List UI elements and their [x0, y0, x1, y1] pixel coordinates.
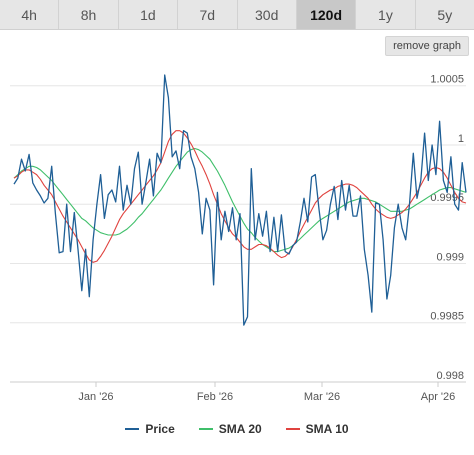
price-line — [13, 74, 467, 326]
legend-label-price: Price — [145, 422, 175, 436]
y-tick-label-5: 0.998 — [436, 370, 464, 382]
timeframe-tabs: 4h 8h 1d 7d 30d 120d 1y 5y — [0, 0, 474, 30]
legend-swatch-price — [125, 428, 140, 430]
tab-120d[interactable]: 120d — [296, 0, 357, 29]
tab-30d[interactable]: 30d — [238, 0, 297, 29]
tab-1d[interactable]: 1d — [119, 0, 179, 29]
tab-7d[interactable]: 7d — [178, 0, 238, 29]
legend-item-sma10[interactable]: SMA 10 — [285, 422, 349, 436]
y-tick-label-1: 1 — [458, 133, 464, 145]
tab-1y[interactable]: 1y — [356, 0, 416, 29]
chart-legend: Price SMA 20 SMA 10 — [0, 420, 474, 438]
sma10-line — [13, 130, 467, 263]
legend-swatch-sma10 — [285, 428, 300, 430]
legend-label-sma20: SMA 20 — [218, 422, 262, 436]
legend-item-price[interactable]: Price — [125, 422, 175, 436]
legend-swatch-sma20 — [198, 428, 213, 430]
tab-4h[interactable]: 4h — [0, 0, 60, 29]
x-tick-label-2: Mar '26 — [304, 391, 340, 403]
y-tick-label-2: 0.9995 — [430, 192, 464, 204]
y-tick-label-4: 0.9985 — [430, 311, 464, 323]
sma20-line — [13, 147, 467, 253]
x-tick-label-3: Apr '26 — [421, 391, 456, 403]
y-tick-label-3: 0.999 — [436, 251, 464, 263]
x-tick-label-0: Jan '26 — [78, 391, 113, 403]
remove-graph-button[interactable]: remove graph — [385, 36, 469, 56]
x-tick-label-1: Feb '26 — [197, 391, 233, 403]
tab-8h[interactable]: 8h — [59, 0, 119, 29]
tab-5y[interactable]: 5y — [437, 6, 453, 23]
legend-label-sma10: SMA 10 — [305, 422, 349, 436]
legend-item-sma20[interactable]: SMA 20 — [198, 422, 262, 436]
y-tick-label-0: 1.0005 — [430, 74, 464, 86]
